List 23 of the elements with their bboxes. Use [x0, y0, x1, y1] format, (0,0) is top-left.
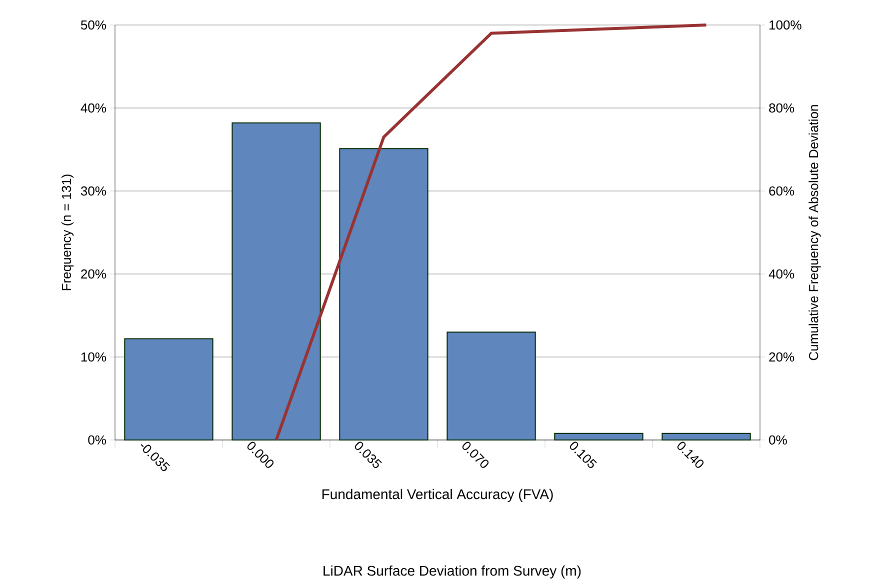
y-tick-label: 30% — [80, 186, 106, 196]
y-tick-label: 10% — [81, 352, 106, 362]
bar — [446, 332, 536, 440]
y-tick-label: 40% — [80, 103, 106, 113]
y-tick-label: 20% — [81, 269, 106, 279]
y-axis-title: Frequency (n = 131) — [61, 174, 74, 290]
text: LiDAR Surface Deviation from Survey (m) — [324, 565, 581, 579]
y-tick-label: 50% — [80, 20, 106, 30]
bar — [554, 432, 644, 440]
bar — [339, 148, 428, 440]
y2-tick-label: 40% — [768, 269, 794, 279]
y2-tick-label: 100% — [770, 20, 802, 30]
y2-tick-label: 20% — [769, 352, 794, 362]
y2-tick-label: 0% — [769, 435, 787, 445]
bar — [232, 122, 321, 440]
y-tick-label: 0% — [88, 435, 106, 445]
line-series — [274, 23, 708, 442]
y2-tick-label: 60% — [769, 186, 794, 196]
x-axis-title: Fundamental Vertical Accuracy (FVA) — [322, 488, 553, 502]
y2-tick-label: 80% — [769, 103, 794, 113]
bar — [662, 432, 751, 440]
bar — [124, 338, 214, 440]
y2-axis-title: Cumulative Frequency of Absolute Deviation — [808, 105, 821, 360]
